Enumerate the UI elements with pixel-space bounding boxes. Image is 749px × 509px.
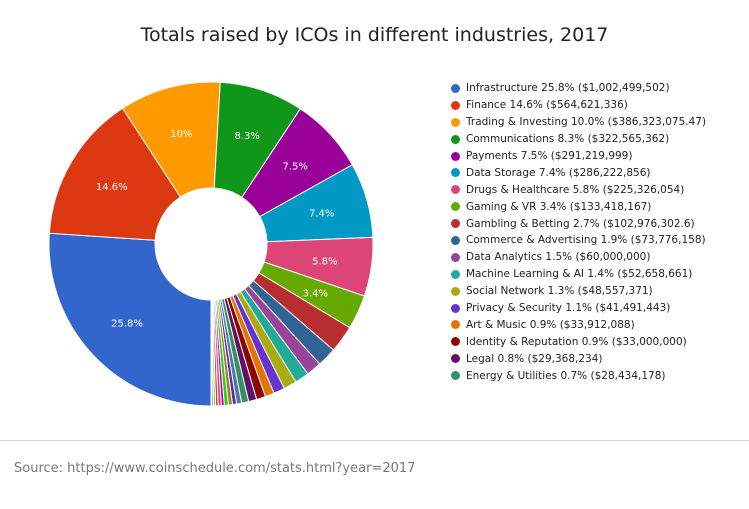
source-note: Source: https://www.coinschedule.com/sta… [14, 461, 416, 476]
legend-label: Legal 0.8% ($29,368,234) [466, 352, 603, 365]
slice-label: 7.4% [309, 209, 334, 220]
legend-item[interactable]: Trading & Investing 10.0% ($386,323,075.… [451, 114, 706, 131]
legend-label: Identity & Reputation 0.9% ($33,000,000) [466, 335, 687, 348]
legend-swatch [451, 185, 460, 195]
legend-swatch [451, 219, 460, 229]
legend-item[interactable]: Identity & Reputation 0.9% ($33,000,000) [451, 333, 706, 350]
chart-area: Totals raised by ICOs in different indus… [48, 24, 706, 407]
legend-swatch [451, 151, 460, 161]
legend-swatch [451, 168, 460, 178]
legend-item[interactable]: Gambling & Betting 2.7% ($102,976,302.6) [451, 215, 706, 232]
legend-item[interactable]: Infrastructure 25.8% ($1,002,499,502) [451, 80, 706, 97]
legend-label: Payments 7.5% ($291,219,999) [466, 150, 633, 162]
legend-label: Social Network 1.3% ($48,557,371) [466, 285, 653, 298]
legend-label: Art & Music 0.9% ($33,912,088) [466, 318, 635, 331]
legend-item[interactable]: Energy & Utilities 0.7% ($28,434,178) [451, 367, 706, 384]
legend-swatch [451, 134, 460, 144]
legend-item[interactable]: Communications 8.3% ($322,565,362) [451, 131, 706, 148]
legend-label: Finance 14.6% ($564,621,336) [466, 99, 628, 112]
legend-item[interactable]: Commerce & Advertising 1.9% ($73,776,158… [451, 232, 706, 249]
legend-item[interactable]: Payments 7.5% ($291,219,999) [451, 148, 706, 165]
legend-label: Gaming & VR 3.4% ($133,418,167) [466, 200, 652, 213]
pie-slice[interactable] [48, 232, 212, 407]
legend-item[interactable]: Social Network 1.3% ($48,557,371) [451, 283, 706, 300]
legend-swatch [451, 235, 460, 245]
legend-label: Infrastructure 25.8% ($1,002,499,502) [466, 82, 670, 95]
legend-item[interactable]: Art & Music 0.9% ($33,912,088) [451, 316, 706, 333]
legend-item[interactable]: Machine Learning & AI 1.4% ($52,658,661) [451, 266, 706, 283]
legend-item[interactable]: Gaming & VR 3.4% ($133,418,167) [451, 198, 706, 215]
legend-swatch [451, 371, 460, 381]
chart-title: Totals raised by ICOs in different indus… [140, 24, 609, 46]
legend-swatch [451, 117, 460, 127]
slice-label: 25.8% [111, 319, 143, 330]
legend-item[interactable]: Data Storage 7.4% ($286,222,856) [451, 164, 706, 181]
legend-label: Trading & Investing 10.0% ($386,323,075.… [466, 116, 707, 129]
slice-label: 5.8% [312, 256, 337, 267]
legend-item[interactable]: Finance 14.6% ($564,621,336) [451, 97, 706, 114]
legend-item[interactable]: Legal 0.8% ($29,368,234) [451, 350, 706, 367]
legend-swatch [451, 252, 460, 262]
legend-swatch [451, 100, 460, 110]
legend-swatch [451, 286, 460, 296]
pie-slice[interactable] [48, 107, 182, 241]
slice-label: 10% [170, 129, 192, 140]
slice-label: 14.6% [96, 182, 128, 193]
legend-label: Commerce & Advertising 1.9% ($73,776,158… [466, 234, 706, 247]
pie-slice[interactable] [210, 299, 213, 407]
legend-label: Privacy & Security 1.1% ($41,491,443) [466, 302, 671, 315]
legend-label: Data Analytics 1.5% ($60,000,000) [466, 251, 651, 264]
legend-label: Energy & Utilities 0.7% ($28,434,178) [466, 369, 666, 382]
legend-swatch [451, 303, 460, 313]
legend-swatch [451, 354, 460, 364]
legend-label: Gambling & Betting 2.7% ($102,976,302.6) [466, 217, 695, 230]
chart-legend: Infrastructure 25.8% ($1,002,499,502) Fin… [451, 80, 706, 384]
legend-label: Data Storage 7.4% ($286,222,856) [466, 166, 651, 179]
legend-swatch [451, 202, 460, 212]
legend-item[interactable]: Data Analytics 1.5% ($60,000,000) [451, 249, 706, 266]
legend-item[interactable]: Privacy & Security 1.1% ($41,491,443) [451, 300, 706, 317]
legend-label: Machine Learning & AI 1.4% ($52,658,661) [466, 268, 693, 281]
legend-label: Communications 8.3% ($322,565,362) [466, 133, 670, 146]
legend-swatch [451, 320, 460, 330]
legend-item[interactable]: Drugs & Healthcare 5.8% ($225,326,054) [451, 181, 706, 198]
legend-swatch [451, 269, 460, 279]
divider [0, 440, 749, 441]
legend-swatch [451, 337, 460, 347]
slice-label: 7.5% [283, 162, 308, 173]
slice-label: 8.3% [235, 131, 260, 142]
donut-chart: 25.8% 14.6% 10% 8.3% 7.5% 7.4% 5.8% 3.4% [48, 81, 374, 407]
legend-label: Drugs & Healthcare 5.8% ($225,326,054) [466, 183, 685, 196]
slice-label: 3.4% [303, 288, 328, 299]
legend-swatch [451, 83, 460, 93]
